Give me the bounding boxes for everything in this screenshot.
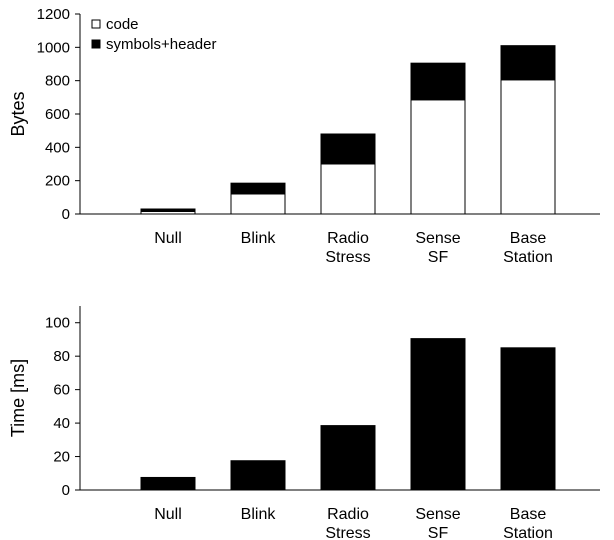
- y-tick-label: 20: [53, 449, 70, 466]
- bar-value: [500, 347, 556, 491]
- bar-value: [320, 425, 376, 491]
- x-tick-label: Base Station: [503, 506, 553, 540]
- y-tick-label: 1200: [37, 6, 70, 23]
- y-tick-label: 200: [45, 173, 70, 190]
- bar-code: [320, 163, 376, 215]
- y-axis-label: Bytes: [8, 91, 28, 136]
- legend-swatch: [91, 39, 101, 49]
- bar-symbols-header: [230, 182, 286, 195]
- legend-swatch: [91, 19, 101, 29]
- y-tick-label: 0: [62, 206, 70, 223]
- y-tick-label: 800: [45, 73, 70, 90]
- x-tick-label: Null: [154, 230, 182, 247]
- y-tick-label: 400: [45, 139, 70, 156]
- x-tick-label: Radio Stress: [325, 506, 370, 540]
- y-axis-label: Time [ms]: [8, 359, 28, 437]
- y-tick-label: 80: [53, 348, 70, 365]
- x-tick-label: Sense SF: [415, 506, 460, 540]
- bar-symbols-header: [320, 133, 376, 165]
- x-tick-label: Sense SF: [415, 230, 460, 266]
- y-tick-label: 40: [53, 415, 70, 432]
- x-tick-label: Blink: [241, 506, 277, 523]
- y-tick-label: 600: [45, 106, 70, 123]
- bytes-chart: 0 200 400 600 800 1000 1200 Bytes Null Blink Radio…: [8, 6, 600, 266]
- x-tick-label: Null: [154, 506, 182, 523]
- bar-value: [140, 476, 196, 491]
- bar-value: [230, 460, 286, 491]
- y-tick-label: 100: [45, 315, 70, 332]
- y-tick-label: 0: [62, 482, 70, 499]
- y-tick-label: 1000: [37, 39, 70, 56]
- time-chart: 0 20 40 60 80 100 Time [ms] Null Blink Radio Stres…: [8, 306, 600, 540]
- bar-symbols-header: [500, 45, 556, 81]
- x-tick-label: Radio Stress: [325, 230, 370, 266]
- bar-symbols-header: [410, 62, 466, 101]
- x-tick-label: Base Station: [503, 230, 553, 266]
- bar-code: [230, 193, 286, 215]
- legend-label: symbols+header: [106, 36, 216, 53]
- bar-symbols-header: [140, 208, 196, 212]
- legend: code symbols+header: [91, 16, 216, 53]
- bar-code: [500, 79, 556, 215]
- bar-value: [410, 338, 466, 491]
- legend-label: code: [106, 16, 139, 33]
- y-tick-label: 60: [53, 382, 70, 399]
- bar-code: [410, 99, 466, 215]
- x-tick-label: Blink: [241, 230, 277, 247]
